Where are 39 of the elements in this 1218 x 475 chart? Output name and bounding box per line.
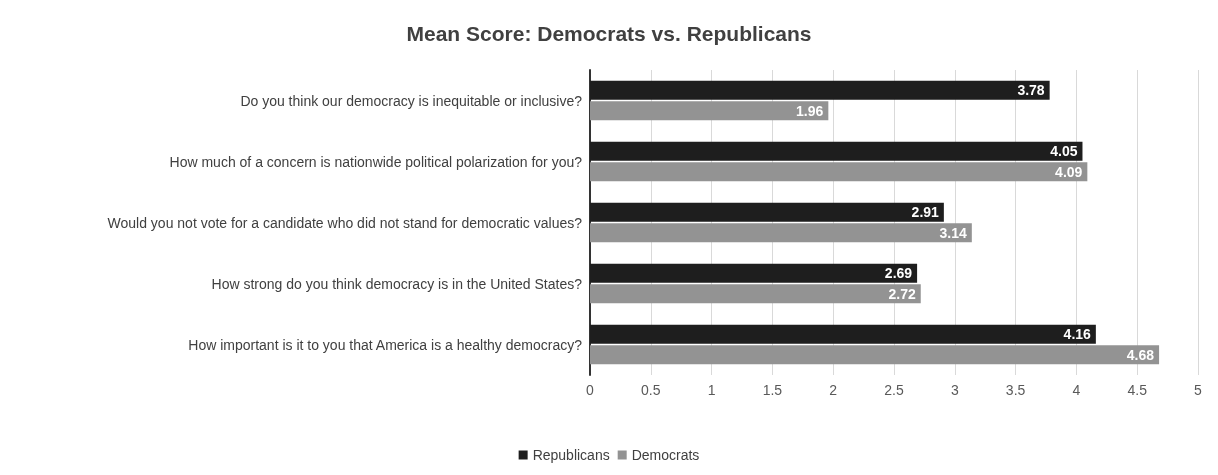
y-tick-label: How important is it to you that America is a healthy democracy? — [188, 336, 583, 353]
legend-label: Democrats — [631, 447, 700, 463]
x-tick-label: 3.5 — [1005, 382, 1026, 398]
x-tick-label: 1 — [707, 382, 716, 398]
bar — [590, 141, 1083, 161]
x-tick-label: 4.5 — [1127, 382, 1148, 398]
x-tick-label: 0 — [586, 382, 595, 398]
data-label: 4.16 — [1063, 326, 1092, 343]
bar — [590, 263, 918, 283]
bar — [590, 284, 921, 304]
y-tick-label: Would you not vote for a candidate who did not stand for democratic values? — [107, 214, 583, 231]
bar — [590, 345, 1160, 365]
y-tick-label: How strong do you think democracy is in the United States? — [211, 275, 583, 292]
data-label: 2.91 — [911, 204, 940, 221]
x-tick-label: 2.5 — [884, 382, 904, 398]
x-tick-label: 5 — [1194, 382, 1203, 398]
data-label: 2.72 — [888, 285, 916, 302]
x-tick-label: 3 — [950, 382, 959, 398]
bar — [590, 101, 829, 121]
bar — [590, 223, 972, 243]
legend-label: Republicans — [532, 447, 610, 463]
data-label: 4.68 — [1126, 346, 1155, 363]
data-label: 1.96 — [796, 102, 824, 119]
data-label: 4.09 — [1055, 163, 1083, 180]
bar — [590, 202, 944, 222]
bar — [590, 324, 1096, 344]
y-tick-label: Do you think our democracy is inequitable or inclusive? — [240, 92, 583, 109]
bar — [590, 162, 1088, 182]
data-label: 3.14 — [939, 224, 968, 241]
y-tick-label: How much of a concern is nationwide political polarization for you? — [169, 153, 583, 170]
chart-title: Mean Score: Democrats vs. Republicans — [406, 22, 812, 45]
x-tick-label: 4 — [1072, 382, 1081, 398]
data-label: 3.78 — [1017, 82, 1045, 99]
x-tick-label: 1.5 — [762, 382, 783, 398]
data-label: 2.69 — [884, 265, 913, 282]
bar — [590, 80, 1050, 100]
x-tick-label: 0.5 — [641, 382, 661, 398]
x-tick-label: 2 — [829, 382, 838, 398]
data-label: 4.05 — [1050, 143, 1078, 160]
